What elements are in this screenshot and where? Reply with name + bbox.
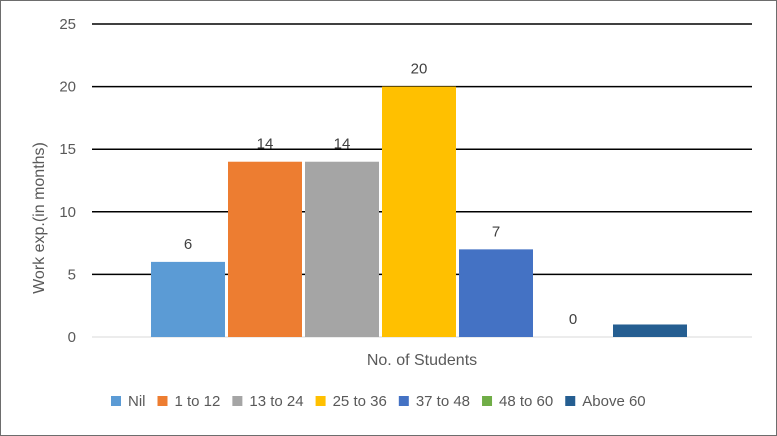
y-tick-label: 15 (59, 141, 76, 158)
legend-swatch (315, 396, 326, 406)
bar-37-to-48 (459, 249, 533, 337)
legend-swatch (482, 396, 493, 406)
legend: Nil 1 to 12 13 to 24 25 to 36 37 to 48 48 to … (111, 393, 646, 410)
legend-item: 37 to 48 (398, 393, 470, 410)
bar-1-to-12 (228, 161, 302, 337)
y-tick-label: 25 (59, 16, 76, 33)
legend-label: 1 to 12 (175, 393, 221, 410)
legend-item: 48 to 60 (482, 393, 553, 410)
y-tick-label: 10 (59, 204, 76, 221)
data-label: 6 (184, 236, 192, 253)
bar-25-to-36 (382, 86, 456, 337)
bar-above-60 (613, 324, 687, 337)
legend-label: Nil (128, 393, 146, 410)
y-tick-label: 5 (68, 266, 76, 283)
legend-item: 1 to 12 (157, 393, 221, 410)
legend-label: 25 to 36 (333, 393, 387, 410)
data-label: 20 (411, 61, 428, 78)
y-tick-labels: 0 5 10 15 20 25 (59, 16, 76, 346)
y-axis-title: Work exp.(in months) (31, 142, 48, 294)
x-axis-title: No. of Students (367, 352, 477, 369)
legend-label: 13 to 24 (249, 393, 303, 410)
y-tick-label: 20 (59, 79, 76, 96)
y-tick-label: 0 (68, 329, 76, 346)
legend-label: Above 60 (582, 393, 645, 410)
data-label: 14 (257, 136, 274, 153)
legend-item: 25 to 36 (315, 393, 387, 410)
data-label: 14 (334, 136, 351, 153)
data-label: 0 (569, 311, 577, 328)
legend-label: 37 to 48 (416, 393, 470, 410)
legend-swatch (232, 396, 243, 406)
legend-item: Above 60 (565, 393, 646, 410)
bar-nil (151, 261, 225, 337)
legend-item: Nil (111, 393, 146, 410)
legend-item: 13 to 24 (232, 393, 304, 410)
legend-swatch (157, 396, 168, 406)
data-label: 7 (492, 223, 500, 240)
bar-13-to-24 (305, 161, 379, 337)
legend-swatch (398, 396, 409, 406)
legend-swatch (111, 396, 121, 406)
bars (151, 86, 687, 337)
legend-swatch (565, 396, 576, 406)
data-labels: 6 14 14 20 7 0 (184, 61, 577, 328)
legend-label: 48 to 60 (499, 393, 553, 410)
